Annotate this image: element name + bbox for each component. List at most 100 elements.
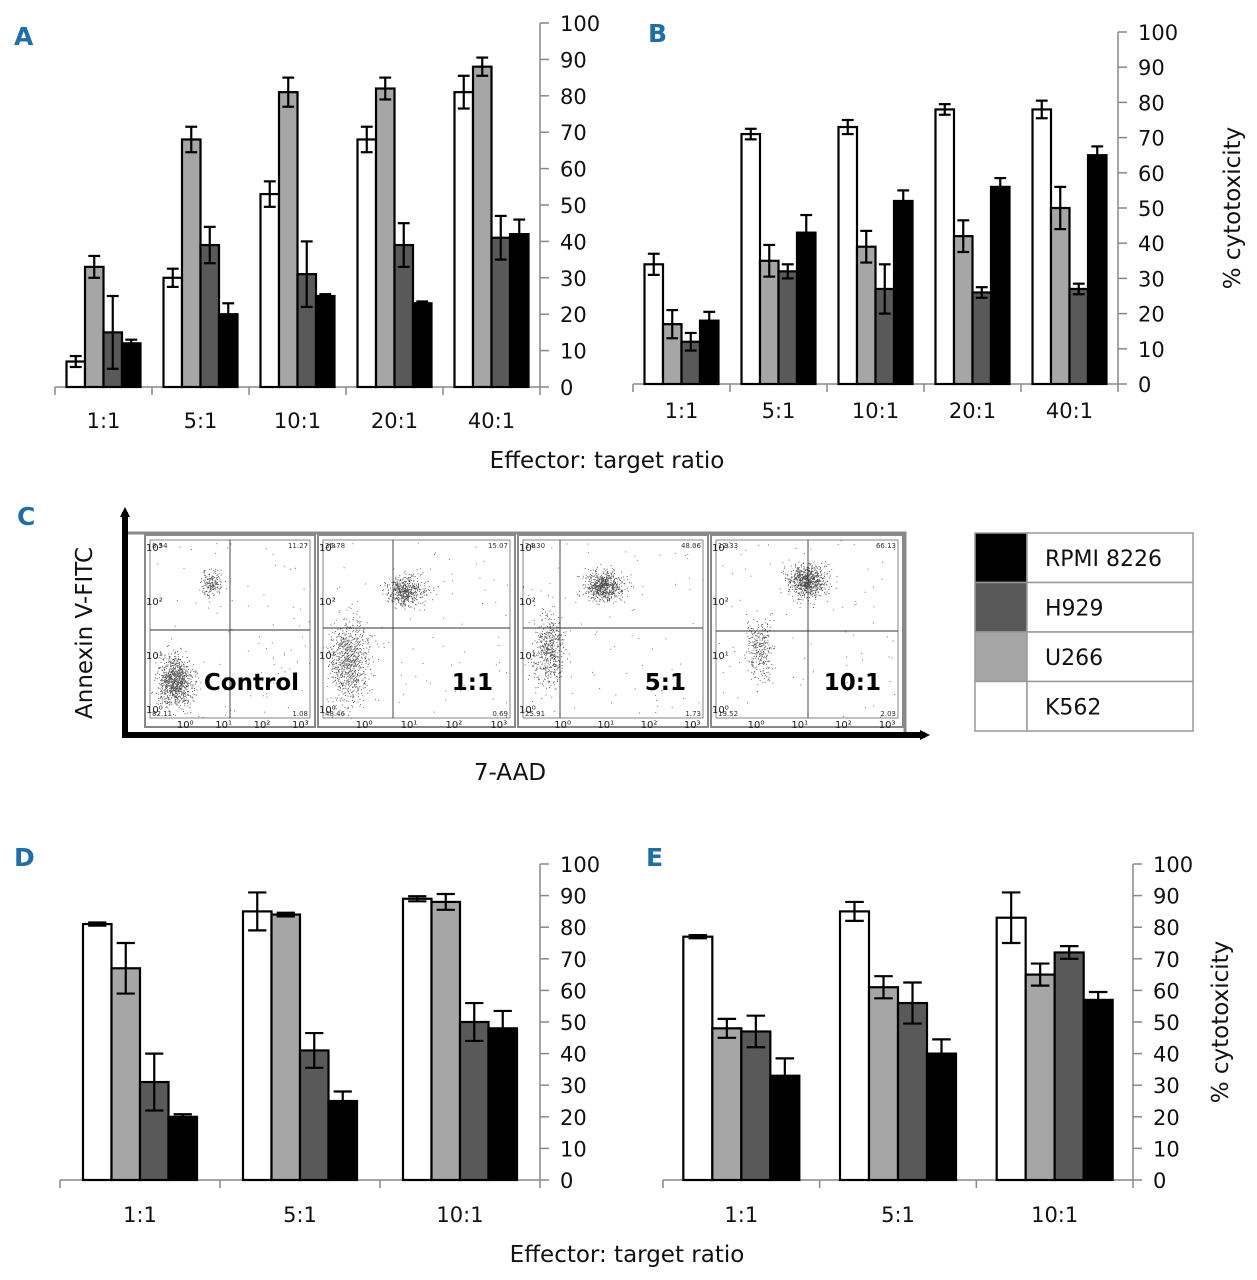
- facs-dot: [345, 692, 347, 694]
- facs-dot: [179, 680, 181, 682]
- facs-dot: [601, 574, 602, 576]
- facs-dot: [180, 664, 182, 666]
- facs-dot: [621, 577, 622, 579]
- facs-dot: [426, 595, 428, 596]
- facs-dot: [624, 589, 626, 591]
- facs-dot: [334, 632, 336, 634]
- facs-dot: [209, 586, 211, 588]
- facs-dot: [599, 585, 600, 587]
- facs-dot: [611, 587, 613, 589]
- facs-dot: [173, 687, 175, 689]
- facs-dot: [353, 667, 355, 669]
- facs-dot: [382, 590, 384, 591]
- facs-dot: [546, 647, 548, 648]
- facs-dot: [346, 618, 348, 620]
- facs-dot: [182, 683, 184, 684]
- facs-dot: [355, 687, 357, 688]
- facs-dot: [170, 690, 171, 691]
- facs-dot: [553, 682, 554, 684]
- facs-dot: [409, 591, 411, 593]
- facs-dot: [178, 658, 179, 660]
- facs-dot: [411, 574, 413, 576]
- facs-dot: [600, 583, 602, 585]
- facs-dot: [178, 673, 180, 675]
- facs-dot: [594, 587, 596, 589]
- facs-dot: [343, 699, 345, 701]
- facs-dot: [541, 653, 543, 655]
- facs-dot: [554, 650, 556, 652]
- facs-dot: [351, 665, 353, 667]
- facs-dot: [184, 672, 186, 673]
- facs-dot: [402, 586, 404, 588]
- facs-dot: [366, 647, 368, 649]
- facs-dot: [332, 657, 333, 659]
- facs-dot: [756, 651, 758, 653]
- facs-dot: [219, 572, 221, 574]
- facs-dot: [555, 661, 557, 663]
- facs-dot: [362, 645, 363, 647]
- facs-dot: [181, 693, 183, 695]
- facs-y-tick: 10⁰: [319, 705, 336, 716]
- facs-dot: [602, 587, 604, 589]
- facs-dot: [555, 634, 556, 635]
- facs-dot: [547, 652, 548, 654]
- facs-dot: [348, 658, 349, 660]
- facs-dot: [804, 590, 806, 592]
- facs-dot: [605, 591, 607, 592]
- facs-dot: [417, 587, 419, 589]
- facs-plot-frame: [317, 534, 516, 728]
- facs-dot: [810, 594, 812, 596]
- facs-dot: [540, 654, 542, 656]
- facs-dot: [161, 690, 162, 692]
- facs-dot: [621, 571, 623, 573]
- facs-dot: [599, 688, 601, 690]
- facs-dot: [395, 576, 397, 578]
- facs-dot: [344, 687, 346, 689]
- facs-dot: [172, 683, 174, 685]
- facs-dot: [544, 644, 546, 646]
- facs-dot: [547, 677, 549, 679]
- facs-dot: [549, 635, 551, 637]
- facs-dot: [171, 665, 173, 666]
- facs-dot: [216, 543, 218, 545]
- facs-dot: [461, 623, 463, 625]
- facs-dot: [546, 637, 547, 639]
- facs-dot: [372, 661, 374, 663]
- facs-dot: [212, 578, 213, 580]
- facs-dot: [596, 568, 598, 570]
- facs-dot: [350, 660, 352, 662]
- facs-dot: [623, 583, 625, 584]
- facs-dot: [211, 588, 212, 590]
- facs-dot: [789, 583, 791, 584]
- facs-dot: [176, 679, 177, 680]
- facs-dot: [176, 677, 178, 679]
- facs-dot: [352, 638, 354, 640]
- facs-dot: [405, 590, 407, 592]
- facs-dot: [352, 624, 354, 626]
- facs-dot: [607, 573, 609, 574]
- facs-dot: [768, 671, 770, 673]
- facs-dot: [341, 637, 343, 639]
- facs-dot: [224, 680, 226, 682]
- facs-dot: [355, 673, 356, 675]
- facs-dot: [552, 596, 554, 598]
- facs-dot: [791, 577, 792, 579]
- facs-dot: [616, 587, 618, 589]
- facs-dot: [585, 577, 587, 579]
- facs-dot: [801, 566, 802, 568]
- facs-dot: [416, 586, 418, 588]
- facs-dot: [163, 671, 164, 673]
- facs-dot: [395, 577, 397, 579]
- facs-dot: [412, 602, 414, 604]
- facs-dot: [198, 716, 200, 717]
- facs-dot: [196, 689, 198, 691]
- facs-dot: [342, 672, 343, 674]
- facs-dot: [765, 642, 767, 644]
- facs-dot: [161, 683, 163, 684]
- facs-dot: [604, 589, 606, 590]
- facs-dot: [555, 630, 557, 631]
- facs-dot: [351, 661, 352, 663]
- facs-dot: [549, 687, 551, 688]
- facs-dot: [534, 653, 536, 654]
- y-tick-label: 20: [560, 1106, 587, 1130]
